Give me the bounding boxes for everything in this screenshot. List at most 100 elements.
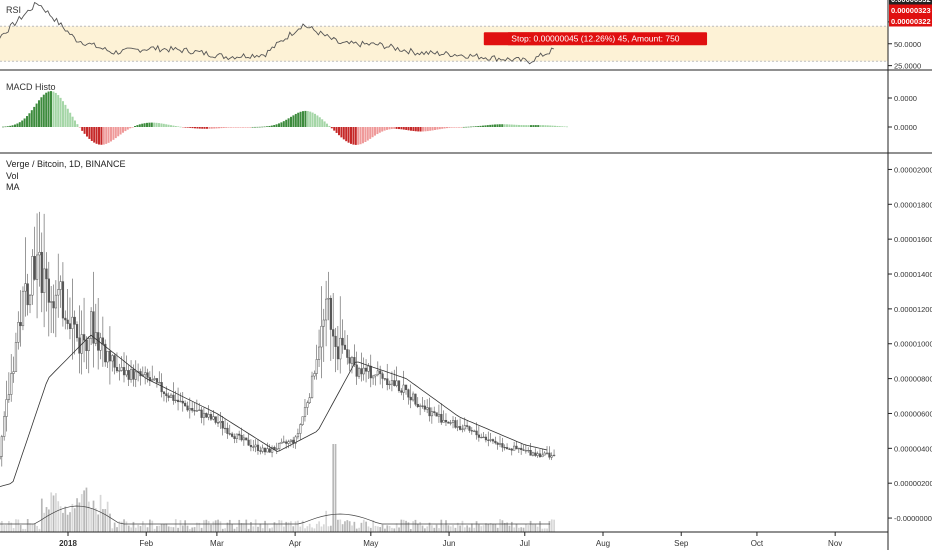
macd-bar: [554, 125, 556, 127]
macd-bar: [270, 125, 273, 127]
volume-bar: [165, 523, 168, 532]
volume-bar: [550, 519, 553, 532]
candle-body: [350, 357, 354, 364]
macd-bar: [378, 127, 381, 133]
volume-bar: [461, 520, 464, 532]
macd-bar: [258, 126, 261, 128]
macd-bar: [292, 115, 295, 127]
volume-bar: [181, 525, 184, 532]
candle-body: [151, 379, 154, 382]
volume-bar: [97, 514, 100, 532]
volume-ma-line: [0, 505, 551, 525]
candle-body: [496, 442, 499, 445]
macd-bar: [402, 127, 405, 130]
macd-bar: [450, 127, 453, 128]
volume-bar: [120, 521, 123, 532]
price-tick-label: 0.00000800: [894, 375, 932, 384]
macd-bar: [462, 126, 465, 128]
macd-bar: [340, 127, 343, 138]
macd-bar: [263, 126, 266, 128]
volume-bar: [116, 527, 118, 532]
macd-bar: [472, 126, 475, 128]
volume-bar: [532, 524, 534, 532]
macd-bar: [150, 122, 153, 127]
rsi-tick-label: 25.0000: [894, 62, 921, 71]
candle-body: [219, 421, 222, 423]
macd-bar: [518, 124, 520, 127]
volume-bar: [339, 519, 342, 532]
macd-bar: [275, 124, 278, 127]
candle-body: [416, 403, 419, 407]
candle-body: [184, 402, 187, 407]
macd-bar: [448, 127, 451, 128]
volume-bar: [76, 498, 78, 532]
volume-bar: [259, 523, 262, 532]
volume-bar: [525, 524, 527, 532]
volume-bar: [247, 528, 250, 532]
volume-bar: [301, 520, 304, 532]
candle-body: [191, 408, 194, 411]
macd-bar: [407, 127, 410, 131]
candle-body: [228, 433, 231, 435]
volume-bar: [332, 444, 335, 532]
candle-body: [461, 428, 464, 430]
macd-bar: [434, 127, 436, 131]
volume-bar: [473, 527, 476, 532]
macd-bar: [242, 127, 244, 128]
macd-bar: [232, 127, 235, 128]
volume-bar: [362, 519, 365, 532]
candle-body: [7, 394, 11, 400]
candle-body: [459, 426, 462, 430]
macd-bar: [14, 124, 16, 127]
candle-body: [426, 407, 429, 410]
macd-bar: [86, 127, 88, 137]
macd-bar: [76, 124, 79, 127]
volume-bar: [118, 521, 121, 532]
volume-bar: [539, 521, 541, 532]
candle-body: [362, 367, 365, 375]
macd-bar: [114, 127, 117, 139]
candle-body: [388, 383, 391, 386]
volume-bar: [534, 524, 537, 532]
volume-bar: [40, 498, 43, 532]
macd-bar: [256, 126, 259, 128]
candle-body: [501, 443, 504, 448]
macd-bar: [280, 122, 283, 127]
candle-body: [336, 346, 340, 360]
volume-bar: [22, 528, 24, 532]
candle-body: [531, 452, 535, 456]
macd-bar: [496, 124, 499, 127]
volume-bar: [5, 524, 8, 532]
candle-body: [322, 319, 325, 327]
macd-bar: [290, 116, 292, 127]
volume-bar: [384, 528, 386, 532]
candle-body: [263, 447, 267, 453]
volume-bar: [510, 521, 513, 532]
volume-bar: [236, 526, 238, 532]
macd-bar: [28, 113, 31, 127]
candle-body: [214, 416, 217, 423]
candle-body: [209, 414, 213, 420]
candle-body: [440, 413, 443, 423]
macd-bar: [441, 127, 444, 129]
macd-bar: [81, 127, 84, 131]
volume-bar: [374, 525, 377, 532]
volume-bar: [508, 525, 511, 532]
price-tag-text: 0.00000322: [891, 17, 931, 26]
macd-bar: [470, 126, 472, 128]
volume-bar: [353, 521, 356, 532]
volume-bar: [73, 508, 76, 532]
candle-body: [259, 450, 262, 452]
macd-bar: [350, 127, 352, 144]
volume-bar: [66, 514, 69, 532]
price-tag-text: 0.00000323: [891, 6, 931, 15]
macd-bar: [321, 119, 324, 127]
candle-body: [38, 251, 41, 256]
candle-body: [64, 317, 67, 321]
macd-bar: [558, 126, 561, 127]
macd-bar: [268, 125, 271, 127]
macd-bar: [93, 127, 96, 143]
macd-bar: [90, 127, 93, 141]
macd-bar: [26, 116, 28, 127]
